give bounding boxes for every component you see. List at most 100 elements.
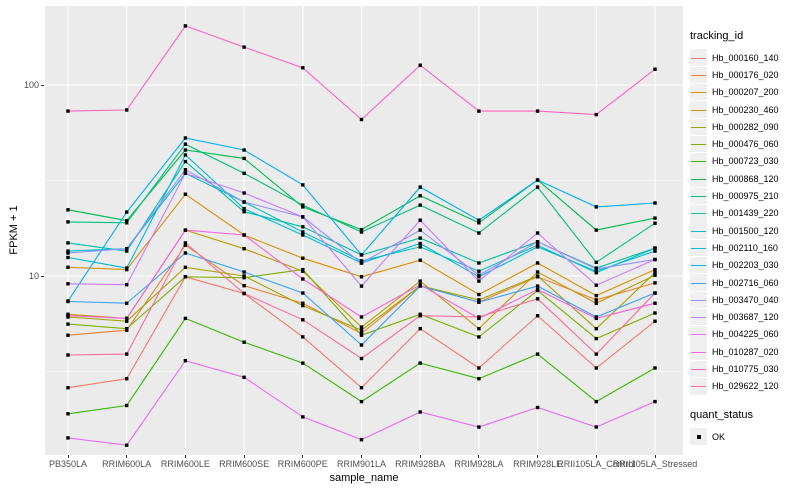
marker-ok: [535, 270, 540, 274]
marker-ok: [242, 171, 246, 175]
x-tick-mark: [67, 455, 69, 458]
legend-item-Hb_003687_120: Hb_003687_120: [690, 308, 800, 326]
x-tick-label: RRII105LA_Stressed: [612, 459, 698, 469]
legend-item-Hb_002110_160: Hb_002110_160: [690, 239, 800, 257]
legend-item-Hb_001439_220: Hb_001439_220: [690, 205, 800, 222]
marker-ok: [183, 153, 188, 157]
marker-ok: [477, 261, 481, 265]
marker-ok: [301, 415, 305, 419]
marker-ok: [359, 253, 364, 257]
marker-ok: [242, 270, 246, 274]
marker-ok: [653, 281, 657, 285]
marker-ok: [477, 377, 481, 381]
marker-ok: [653, 311, 657, 315]
marker-ok: [183, 171, 188, 175]
marker-ok: [301, 256, 305, 260]
marker-ok: [125, 283, 129, 287]
marker-ok: [594, 366, 598, 370]
marker-ok: [594, 298, 598, 302]
marker-ok: [66, 255, 70, 260]
marker-ok: [535, 109, 540, 113]
marker-ok: [66, 353, 70, 357]
legend-line-icon: [691, 196, 706, 198]
x-tick-label: RRIM901LA: [336, 459, 387, 469]
legend-item-Hb_003470_040: Hb_003470_040: [690, 291, 800, 309]
marker-ok: [183, 251, 188, 255]
marker-ok: [535, 178, 540, 182]
legend-line-icon: [691, 265, 706, 267]
marker-ok: [301, 318, 305, 322]
x-tick-mark: [654, 455, 656, 458]
legend-label: Hb_001439_220: [712, 208, 779, 219]
marker-ok: [242, 148, 246, 152]
marker-ok: [359, 284, 364, 288]
marker-ok: [477, 335, 481, 339]
marker-ok: [653, 246, 657, 250]
marker-ok: [301, 233, 305, 237]
legend-label: Hb_010287_020: [712, 346, 779, 357]
marker-ok: [594, 336, 598, 341]
marker-ok: [301, 215, 305, 219]
legend-label: OK: [712, 431, 726, 442]
legend-key-swatch: [690, 239, 707, 257]
legend-line-icon: [691, 247, 706, 249]
marker-ok: [66, 282, 70, 286]
legend-label: Hb_000975_210: [712, 191, 779, 202]
marker-ok: [359, 325, 364, 329]
legend-items-quant-status: OK: [690, 428, 800, 445]
legend-key-swatch: [690, 170, 707, 187]
legend-key-swatch: [690, 428, 707, 445]
marker-ok: [594, 301, 598, 305]
marker-ok: [66, 220, 70, 224]
legend-label: Hb_001500_120: [712, 225, 779, 236]
marker-ok: [242, 210, 246, 214]
legend-line-icon: [691, 213, 706, 215]
marker-ok: [125, 443, 129, 447]
legend-key-swatch: [690, 153, 707, 170]
legend-items-tracking-id: Hb_000160_140 Hb_000176_020 Hb_000207_200 H…: [690, 49, 800, 395]
marker-ok: [359, 230, 364, 234]
marker-ok: [418, 314, 422, 318]
marker-ok: [301, 303, 305, 308]
legend-line-icon: [691, 144, 706, 146]
marker-ok: [242, 276, 246, 280]
x-axis-title: sample_name: [329, 472, 399, 484]
legend-item-Hb_000176_020: Hb_000176_020: [690, 66, 800, 84]
legend-label: Hb_000176_020: [712, 69, 779, 80]
plot-panel: [45, 6, 683, 455]
marker-ok: [66, 249, 70, 253]
legend-item-quant-OK: OK: [690, 428, 800, 445]
marker-ok: [418, 245, 422, 249]
marker-ok: [66, 436, 70, 440]
marker-ok: [66, 299, 70, 304]
marker-ok: [359, 386, 364, 390]
legend-label: Hb_003470_040: [712, 294, 779, 305]
marker-ok: [125, 327, 129, 331]
marker-ok: [594, 112, 598, 117]
marker-ok: [653, 319, 657, 323]
marker-ok: [359, 259, 364, 263]
legend-line-icon: [691, 126, 706, 128]
marker-ok: [653, 301, 657, 305]
legend-key-swatch: [690, 187, 707, 205]
marker-ok: [125, 247, 129, 251]
marker-ok: [418, 258, 422, 262]
marker-ok: [653, 366, 657, 370]
marker-ok: [477, 218, 481, 222]
marker-ok: [477, 425, 481, 429]
marker-ok: [183, 168, 188, 172]
marker-ok: [125, 403, 129, 408]
legend-key-swatch: [690, 360, 707, 378]
y-tick-mark-10: [41, 276, 44, 277]
legend-label: Hb_029622_120: [712, 381, 779, 392]
marker-ok: [594, 260, 598, 264]
marker-ok: [477, 366, 481, 370]
legend: tracking_id Hb_000160_140 Hb_000176_020 Hb…: [690, 30, 800, 445]
legend-line-icon: [691, 334, 706, 336]
legend-line-icon: [691, 282, 706, 284]
marker-ok: [301, 335, 305, 339]
legend-item-Hb_000207_200: Hb_000207_200: [690, 83, 800, 101]
legend-key-swatch: [690, 274, 707, 291]
legend-item-Hb_001500_120: Hb_001500_120: [690, 222, 800, 239]
